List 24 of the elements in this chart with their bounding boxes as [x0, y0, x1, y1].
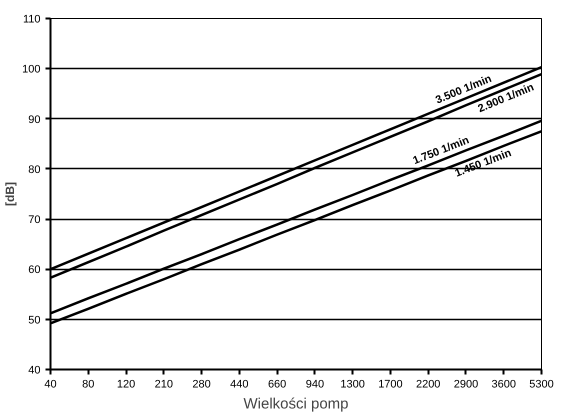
x-tick-label: 1700 [378, 378, 403, 390]
x-tick-label: 5300 [529, 378, 554, 390]
x-tick-label: 80 [82, 378, 94, 390]
y-tick-label: 90 [28, 114, 41, 126]
x-tick-label: 660 [268, 378, 286, 390]
x-tick-label: 40 [44, 378, 57, 390]
x-tick-label: 120 [116, 378, 136, 390]
y-tick-label: 110 [22, 14, 41, 26]
x-tick-label: 2200 [416, 378, 440, 390]
y-tick-label: 50 [28, 314, 41, 326]
x-tick-label: 440 [230, 378, 249, 390]
x-tick-label: 3600 [491, 378, 516, 390]
y-tick-label: 70 [28, 214, 41, 226]
x-tick-label: 1300 [340, 378, 365, 390]
x-tick-label: 210 [154, 378, 173, 390]
x-tick-label: 940 [306, 378, 324, 390]
x-axis-title: Wielkości pomp [243, 396, 349, 412]
x-tick-label: 280 [192, 378, 211, 390]
x-tick-label: 2900 [454, 378, 478, 390]
y-tick-label: 80 [28, 164, 41, 176]
y-axis-title: [dB] [3, 182, 18, 206]
y-tick-label: 60 [28, 264, 41, 276]
y-tick-label: 100 [22, 64, 41, 76]
y-tick-label: 40 [28, 364, 41, 376]
